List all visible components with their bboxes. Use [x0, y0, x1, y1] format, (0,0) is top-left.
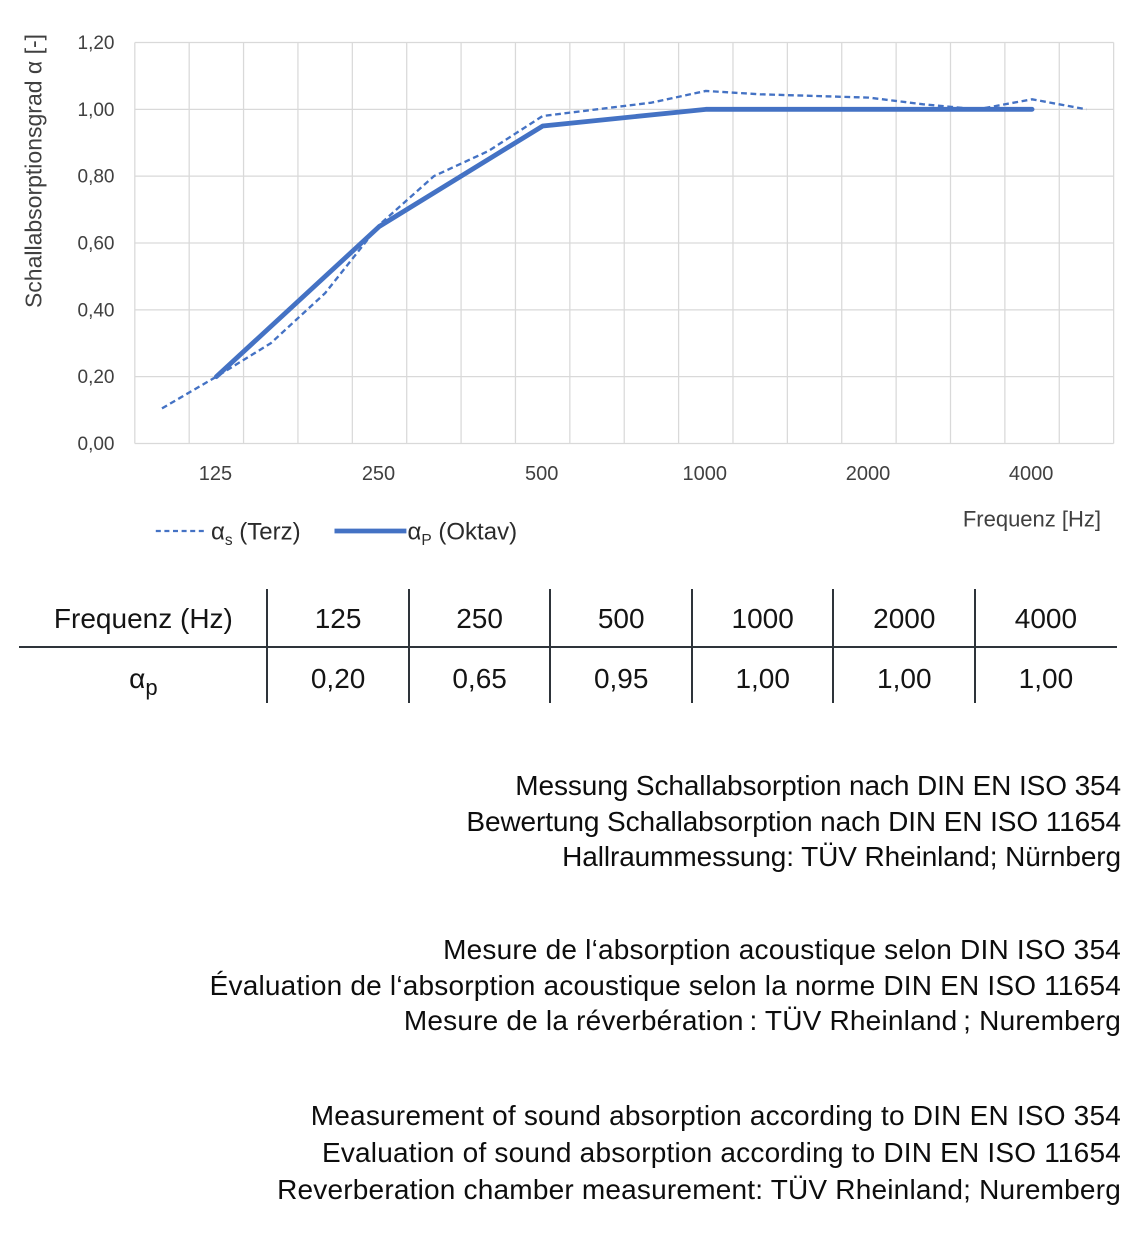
svg-text:αP (Oktav): αP (Oktav): [408, 519, 518, 550]
svg-text:125: 125: [199, 463, 232, 485]
svg-text:Frequenz [Hz]: Frequenz [Hz]: [963, 507, 1101, 532]
svg-text:1000: 1000: [683, 463, 728, 485]
svg-text:1,20: 1,20: [78, 33, 115, 54]
svg-text:250: 250: [362, 463, 395, 485]
svg-text:Schallabsorptionsgrad α [-]: Schallabsorptionsgrad α [-]: [21, 34, 47, 308]
svg-text:0,20: 0,20: [78, 367, 115, 388]
svg-text:2000: 2000: [846, 463, 891, 485]
svg-text:0,00: 0,00: [78, 434, 115, 455]
svg-text:αs (Terz): αs (Terz): [211, 519, 301, 550]
svg-text:500: 500: [525, 463, 558, 485]
svg-text:1,00: 1,00: [78, 100, 115, 121]
svg-text:0,60: 0,60: [78, 234, 115, 255]
svg-text:0,80: 0,80: [78, 167, 115, 188]
svg-text:4000: 4000: [1009, 463, 1054, 485]
svg-text:0,40: 0,40: [78, 300, 115, 321]
